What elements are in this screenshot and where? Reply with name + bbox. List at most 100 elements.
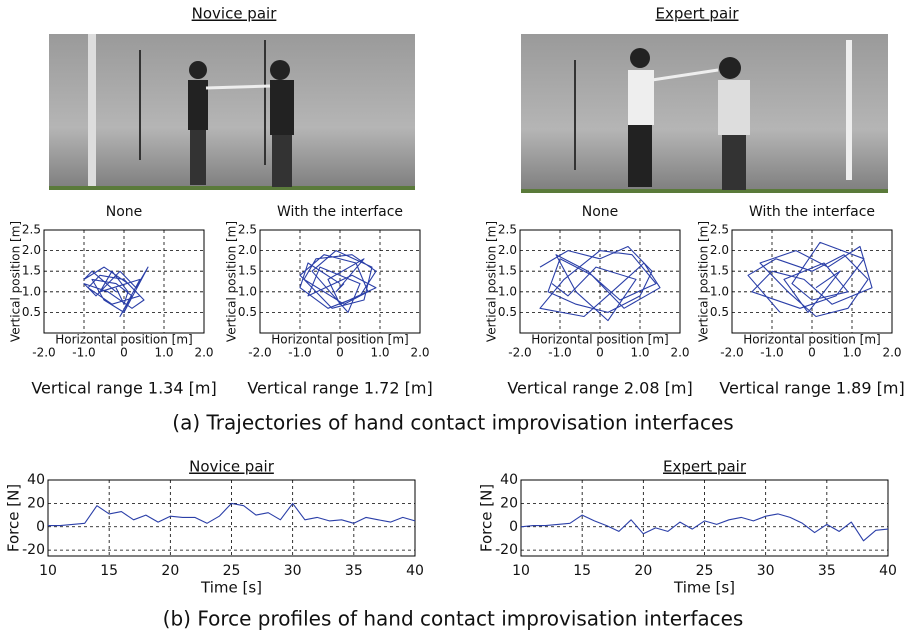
y-tick-label: 1.5 [238,264,257,278]
x-tick-label: 30 [757,563,775,579]
x-tick-label: 1.0 [630,346,649,360]
y-tick-label: 1.5 [22,264,41,278]
x-axis-label: Horizontal position [m] [55,333,192,347]
x-tick-label: 0 [120,346,128,360]
range-note: Vertical range 1.89 [m] [719,379,904,398]
y-axis-label: Vertical position [m] [485,221,499,342]
chart-title: Novice pair [189,458,275,476]
photo-title: Novice pair [192,5,278,23]
y-tick-label: 1.0 [238,284,257,298]
x-tick-label: 0 [336,346,344,360]
caption: (b) Force profiles of hand contact impro… [163,607,744,631]
photo [521,34,888,193]
x-tick-label: 10 [512,563,530,579]
y-tick-label: 40 [27,472,45,488]
y-tick-label: 1.0 [498,284,517,298]
y-tick-label: 0 [36,519,45,535]
y-tick-label: 20 [27,495,45,511]
x-tick-label: -1.0 [72,346,95,360]
chart-title: Expert pair [663,458,747,476]
x-tick-label: -2.0 [32,346,55,360]
y-tick-label: 0.5 [238,305,257,319]
x-tick-label: -2.0 [720,346,743,360]
x-tick-label: 40 [879,563,897,579]
chart-title: With the interface [749,204,875,220]
x-tick-label: 10 [39,563,57,579]
data-line [48,502,416,527]
y-tick-label: 1.0 [22,284,41,298]
plot-frame [43,229,205,334]
caption: (a) Trajectories of hand contact improvi… [172,411,733,435]
x-tick-label: 20 [634,563,652,579]
y-tick-label: 2.0 [710,243,729,257]
x-tick-label: 30 [284,563,302,579]
y-tick-label: 2.0 [238,243,257,257]
x-tick-label: 35 [818,563,836,579]
data-line [83,266,149,318]
plot-frame [47,479,416,557]
x-axis-label: Horizontal position [m] [271,333,408,347]
y-tick-label: 1.0 [710,284,729,298]
y-tick-label: -20 [22,542,45,558]
photo-title: Expert pair [656,5,740,23]
data-line [299,250,377,313]
x-tick-label: -2.0 [248,346,271,360]
y-axis-label: Vertical position [m] [225,221,239,342]
y-tick-label: 0.5 [22,305,41,319]
y-tick-label: 2.0 [498,243,517,257]
plot-frame [731,229,893,334]
x-tick-label: -1.0 [288,346,311,360]
x-tick-label: 20 [161,563,179,579]
x-tick-label: 2.0 [194,346,213,360]
data-line [539,245,661,322]
x-tick-label: 0 [808,346,816,360]
x-tick-label: -1.0 [548,346,571,360]
x-tick-label: -1.0 [760,346,783,360]
y-tick-label: 1.5 [498,264,517,278]
range-note: Vertical range 1.34 [m] [31,379,216,398]
y-tick-label: -20 [495,542,518,558]
plot-frame [520,479,889,557]
x-axis-label: Horizontal position [m] [743,333,880,347]
x-tick-label: 2.0 [410,346,429,360]
x-tick-label: 0 [596,346,604,360]
range-note: Vertical range 1.72 [m] [247,379,432,398]
plot-frame [519,229,681,334]
chart-title: None [582,204,619,220]
x-tick-label: 2.0 [882,346,901,360]
y-axis-label: Force [N] [5,484,23,552]
range-note: Vertical range 2.08 [m] [507,379,692,398]
y-tick-label: 40 [500,472,518,488]
data-line [520,513,889,542]
y-tick-label: 2.5 [238,223,257,237]
y-axis-label: Vertical position [m] [9,221,23,342]
x-tick-label: 15 [573,563,591,579]
x-tick-label: 40 [406,563,424,579]
plot-frame [259,229,421,334]
x-tick-label: -2.0 [508,346,531,360]
x-tick-label: 2.0 [670,346,689,360]
y-tick-label: 2.0 [22,243,41,257]
y-tick-label: 2.5 [22,223,41,237]
data-line [747,241,873,318]
y-tick-label: 2.5 [710,223,729,237]
y-axis-label: Vertical position [m] [697,221,711,342]
y-tick-label: 0.5 [710,305,729,319]
chart-title: None [106,204,143,220]
y-tick-label: 1.5 [710,264,729,278]
y-tick-label: 2.5 [498,223,517,237]
x-axis-label: Time [s] [200,579,262,597]
photo [49,34,415,190]
x-tick-label: 25 [223,563,241,579]
x-axis-label: Time [s] [673,579,735,597]
x-tick-label: 1.0 [154,346,173,360]
y-axis-label: Force [N] [478,484,496,552]
x-tick-label: 1.0 [370,346,389,360]
y-tick-label: 0.5 [498,305,517,319]
y-tick-label: 20 [500,495,518,511]
x-axis-label: Horizontal position [m] [531,333,668,347]
y-tick-label: 0 [509,519,518,535]
x-tick-label: 1.0 [842,346,861,360]
chart-title: With the interface [277,204,403,220]
